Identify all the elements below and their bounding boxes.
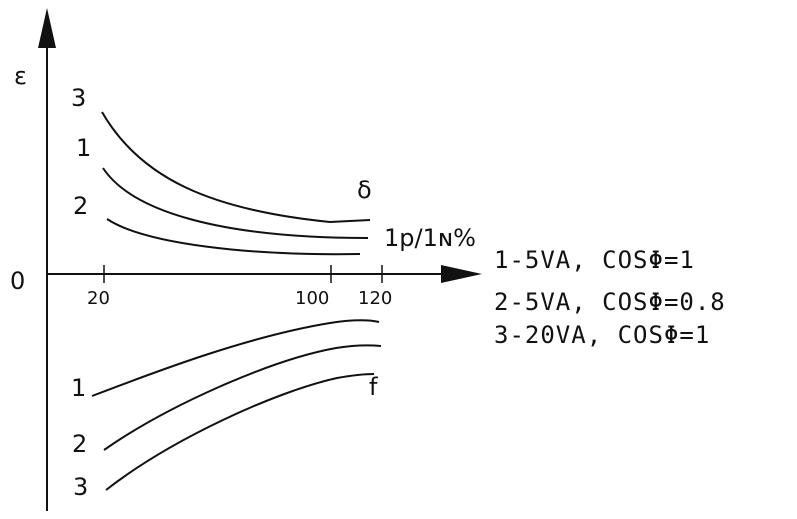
x-tick-label-120: 120	[358, 288, 392, 309]
y-axis-arrow	[38, 8, 56, 48]
lower-curve-label-2: 2	[72, 430, 87, 458]
upper-curve-1	[102, 167, 369, 239]
lower-curve-1	[91, 319, 380, 397]
upper-curve-label-1: 1	[76, 134, 91, 162]
y-axis-label: ε	[14, 62, 27, 90]
lower-curve-3	[105, 373, 375, 491]
lower-curve-label-1: 1	[71, 374, 86, 402]
lower-curve-2	[103, 344, 382, 451]
origin-label: 0	[10, 267, 25, 295]
x-tick-label-100: 100	[295, 288, 329, 309]
lower-curve-group-label: f	[369, 373, 378, 401]
legend-line-1: 1-5VA, COSΦ=1	[494, 246, 695, 274]
x-tick-label-20: 20	[87, 288, 110, 309]
legend-line-3: 3-20VA, COSΦ=1	[494, 321, 710, 349]
x-unit-label: 1p/1ɴ%	[384, 224, 476, 252]
upper-curve-3	[101, 111, 371, 224]
upper-curve-label-3: 3	[71, 84, 86, 112]
upper-curve-2	[106, 218, 361, 256]
lower-curve-label-3: 3	[73, 473, 88, 501]
upper-curve-group-label: δ	[357, 176, 372, 204]
upper-curve-label-2: 2	[73, 192, 88, 220]
x-axis-arrow	[441, 265, 482, 283]
legend-line-2: 2-5VA, COSΦ=0.8	[494, 288, 726, 316]
